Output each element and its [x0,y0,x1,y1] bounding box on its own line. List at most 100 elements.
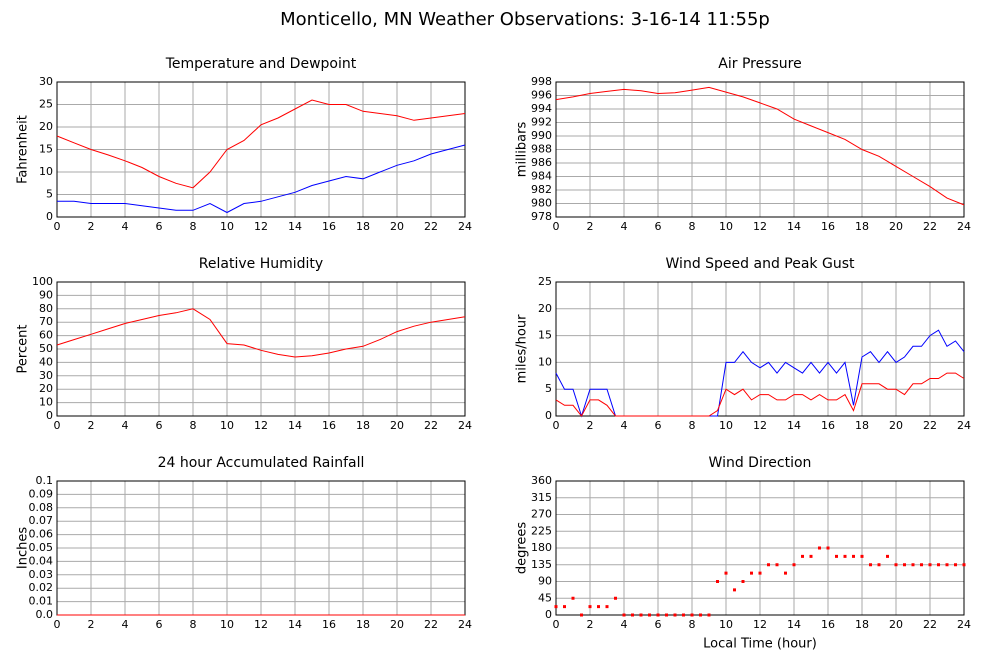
x-tick-label: 16 [821,220,835,233]
x-tick-label: 18 [356,618,370,631]
point [809,554,813,558]
x-tick-label: 14 [288,419,302,432]
y-tick-label: 100 [32,275,53,288]
y-tick-label: 0.08 [29,501,54,514]
point [928,563,932,567]
point [911,563,915,567]
y-tick-label: 978 [531,210,552,223]
x-tick-label: 24 [957,419,971,432]
x-tick-label: 22 [923,618,937,631]
x-tick-label: 10 [220,618,234,631]
x-tick-label: 12 [753,618,767,631]
x-tick-label: 22 [923,220,937,233]
y-axis-label: degrees [515,522,530,575]
point [775,563,779,567]
point [614,596,617,600]
y-tick-label: 0.09 [29,487,54,500]
x-tick-label: 2 [88,419,95,432]
x-tick-label: 22 [424,618,438,631]
x-tick-label: 20 [390,220,404,233]
point [903,563,906,567]
y-tick-label: 990 [531,129,552,142]
x-tick-label: 16 [821,618,835,631]
x-tick-label: 20 [390,618,404,631]
point [733,588,736,592]
x-tick-label: 20 [889,419,903,432]
x-tick-label: 8 [190,220,197,233]
x-tick-label: 8 [689,618,696,631]
y-tick-label: 225 [531,524,552,537]
point [826,546,830,550]
y-axis-label: miles/hour [515,314,530,383]
x-tick-label: 14 [787,220,801,233]
y-tick-label: 984 [531,170,552,183]
y-tick-label: 360 [531,474,552,487]
y-tick-label: 70 [39,315,53,328]
x-tick-label: 16 [322,618,336,631]
x-tick-label: 10 [719,618,733,631]
x-tick-label: 18 [855,220,869,233]
x-tick-label: 24 [458,618,472,631]
point [860,554,864,558]
x-tick-label: 10 [719,419,733,432]
x-tick-label: 6 [156,220,163,233]
y-tick-label: 50 [39,342,53,355]
y-tick-label: 10 [39,165,53,178]
panel-title: Temperature and Dewpoint [165,56,357,72]
series-line [56,308,466,358]
point [588,605,592,609]
point [682,613,685,617]
y-axis-label: Inches [16,527,31,569]
x-tick-label: 2 [587,220,594,233]
point [724,571,728,575]
y-tick-label: 0.03 [29,568,54,581]
point [886,554,889,558]
point [605,605,609,609]
y-tick-label: 0.05 [29,541,54,554]
y-tick-label: 15 [538,329,552,342]
point [835,554,838,558]
x-tick-label: 12 [753,220,767,233]
y-tick-label: 80 [39,302,53,315]
y-tick-label: 996 [531,89,552,102]
x-tick-label: 8 [190,419,197,432]
point [673,613,677,617]
x-tick-label: 0 [553,618,560,631]
x-tick-label: 10 [220,220,234,233]
x-tick-label: 0 [54,220,61,233]
y-tick-label: 980 [531,197,552,210]
point [784,571,787,575]
x-tick-label: 16 [821,419,835,432]
y-tick-label: 135 [531,558,552,571]
y-tick-label: 986 [531,156,552,169]
point [716,580,719,583]
y-tick-label: 40 [39,355,53,368]
plot-frame [555,81,965,218]
plot-frame [555,480,965,616]
point [690,613,694,617]
y-tick-label: 0 [545,409,552,422]
point [597,605,600,609]
x-tick-label: 6 [655,419,662,432]
x-tick-label: 12 [254,220,268,233]
point [750,571,753,575]
x-tick-label: 20 [390,419,404,432]
point [894,563,898,567]
point [707,613,711,617]
y-tick-label: 20 [39,382,53,395]
x-tick-label: 4 [621,220,628,233]
y-tick-label: 20 [538,302,552,315]
y-tick-label: 0.01 [29,595,54,608]
point [571,596,575,600]
y-tick-label: 15 [39,143,53,156]
x-tick-label: 14 [787,618,801,631]
x-tick-label: 14 [288,220,302,233]
y-tick-label: 10 [39,396,53,409]
series-line [57,144,466,214]
y-tick-label: 998 [531,75,552,88]
x-tick-label: 22 [923,419,937,432]
point [656,613,660,617]
y-tick-label: 25 [39,98,53,111]
x-tick-label: 0 [54,419,61,432]
